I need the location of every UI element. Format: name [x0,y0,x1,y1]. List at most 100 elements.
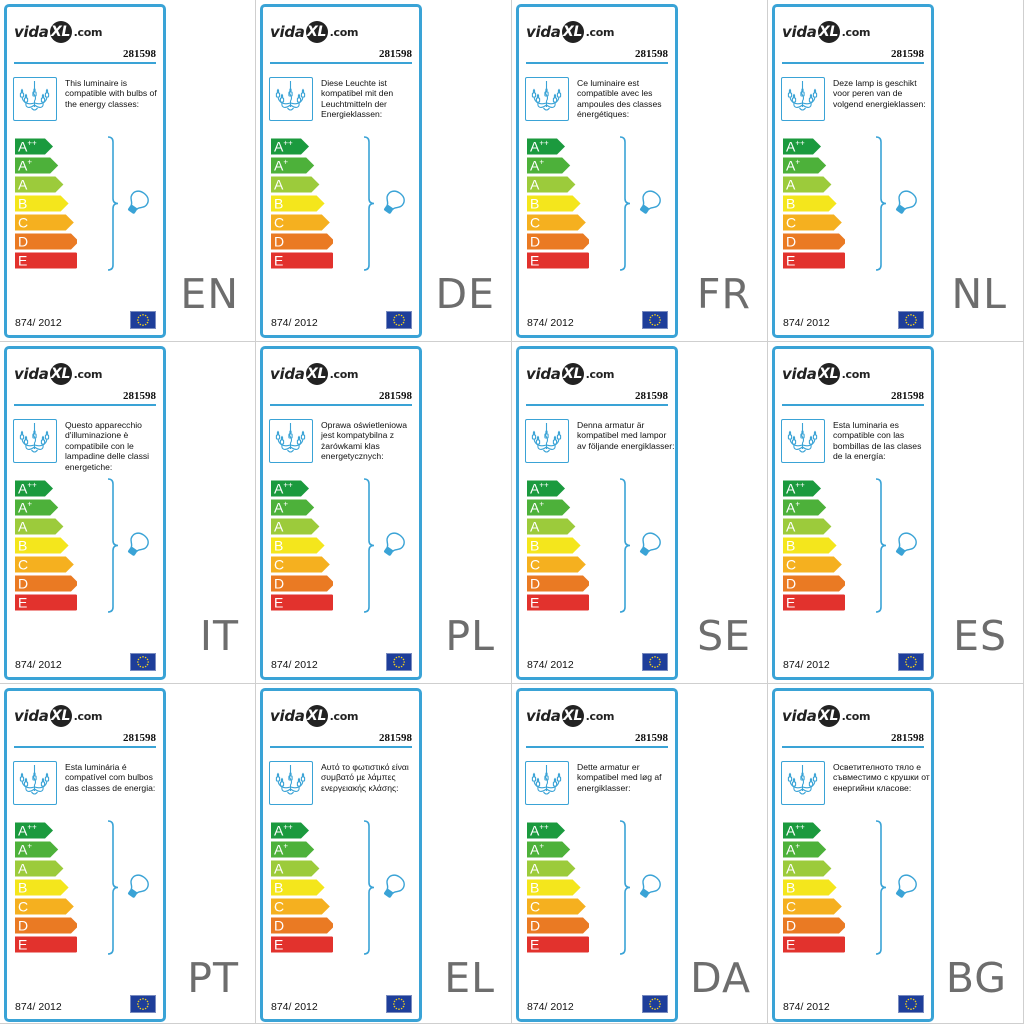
energy-class-arrow-app: A++ [271,480,309,497]
energy-class-arrow-d: D [271,917,333,934]
compatibility-text: Αυτό το φωτιστικό είναι συμβατό με λάμπε… [321,762,409,793]
eu-flag-icon [642,995,668,1013]
brand-logo: vida XL .com [14,363,102,385]
compatibility-text: Dette armatur er kompatibel med løg af e… [577,762,662,793]
energy-class-label: A [18,177,28,193]
energy-class-arrow-e: E [271,936,333,953]
energy-class-arrow-b: B [271,537,325,554]
energy-class-label: D [18,918,28,934]
brand-name-prefix: vida [270,23,305,41]
brand-name-suffix: .com [585,25,615,39]
brand-name-prefix: vida [14,707,49,725]
energy-class-arrow-a: A [15,176,64,193]
energy-class-label: D [274,234,284,250]
regulation-number: 874/ 2012 [15,659,62,671]
energy-class-arrow-app: A++ [15,822,53,839]
brand-logo: vida XL .com [14,705,102,727]
compatibility-text: Oprawa oświetleniowa jest kompatybilna z… [321,420,407,462]
chandelier-icon [525,419,569,463]
bulb-icon [119,530,155,560]
energy-class-arrow-c: C [783,898,842,915]
regulation-number: 874/ 2012 [783,1001,830,1013]
compatibility-text: Questo apparecchio d'illuminazione è com… [65,420,150,472]
regulation-number: 874/ 2012 [271,659,318,671]
energy-class-arrow-ap: A+ [527,157,571,174]
brand-name-suffix: .com [329,367,359,381]
energy-label-card: vida XL .com 281598 Осветителното тяло е с… [772,688,934,1022]
energy-class-arrow-ap: A+ [271,157,315,174]
product-number: 281598 [379,390,412,402]
bracket-icon [875,136,889,276]
brand-name-prefix: vida [270,707,305,725]
energy-class-arrow-a: A [783,518,832,535]
energy-class-label: D [786,234,796,250]
bracket-icon [107,136,121,276]
header-divider [782,746,924,748]
chandelier-icon [525,77,569,121]
chandelier-icon [13,77,57,121]
energy-class-label: B [18,196,27,212]
brand-name-suffix: .com [329,25,359,39]
energy-class-label: E [274,937,283,953]
energy-class-arrow-e: E [527,936,589,953]
energy-class-label: B [786,196,795,212]
bulb-icon [887,188,923,218]
brand-logo: vida XL .com [782,363,870,385]
product-number: 281598 [635,48,668,60]
energy-class-arrow-c: C [783,214,842,231]
energy-class-label: B [786,880,795,896]
energy-class-arrow-e: E [783,936,845,953]
regulation-number: 874/ 2012 [783,659,830,671]
brand-name-suffix: .com [73,367,103,381]
energy-class-scale: A++ A+ A B C D E [527,821,589,954]
eu-flag-icon [386,653,412,671]
energy-class-scale: A++ A+ A B C D E [783,821,845,954]
energy-class-label: D [530,918,540,934]
product-number: 281598 [123,732,156,744]
brand-name-prefix: vida [270,365,305,383]
energy-class-label: A [786,177,796,193]
energy-class-scale: A++ A+ A B C D E [271,137,333,270]
energy-label-card: vida XL .com 281598 Questo apparecchio d'i… [4,346,166,680]
header-divider [270,62,412,64]
brand-name-mark: XL [49,705,72,727]
energy-class-arrow-c: C [271,898,330,915]
regulation-number: 874/ 2012 [783,317,830,329]
bulb-icon [631,530,667,560]
language-code: IT [199,612,239,660]
energy-class-arrow-b: B [15,537,69,554]
label-cell-de: vida XL .com 281598 Diese Leuchte ist komp… [256,0,512,342]
label-cell-it: vida XL .com 281598 Questo apparecchio d'i… [0,342,256,684]
product-number: 281598 [635,732,668,744]
energy-class-scale: A++ A+ A B C D E [783,479,845,612]
product-number: 281598 [891,390,924,402]
energy-class-label: C [786,899,796,915]
energy-class-arrow-b: B [527,537,581,554]
energy-class-label: D [274,918,284,934]
energy-class-label: D [786,576,796,592]
chandelier-icon [13,761,57,805]
energy-class-arrow-app: A++ [527,480,565,497]
bulb-icon [375,530,411,560]
energy-class-arrow-e: E [15,936,77,953]
energy-class-arrow-a: A [527,860,576,877]
eu-flag-icon [386,311,412,329]
brand-name-mark: XL [49,363,72,385]
brand-name-mark: XL [561,705,584,727]
energy-class-label: B [530,880,539,896]
product-number: 281598 [891,732,924,744]
brand-name-prefix: vida [782,365,817,383]
header-divider [526,746,668,748]
bulb-icon [631,188,667,218]
chandelier-icon [269,761,313,805]
energy-class-label: A [786,519,796,535]
energy-class-arrow-a: A [271,860,320,877]
bracket-icon [619,136,633,276]
chandelier-icon [781,419,825,463]
energy-class-arrow-d: D [271,233,333,250]
energy-label-card: vida XL .com 281598 Diese Leuchte ist komp… [260,4,422,338]
energy-class-label: E [18,253,27,269]
chandelier-icon [781,761,825,805]
energy-class-arrow-e: E [527,594,589,611]
energy-class-arrow-e: E [783,594,845,611]
